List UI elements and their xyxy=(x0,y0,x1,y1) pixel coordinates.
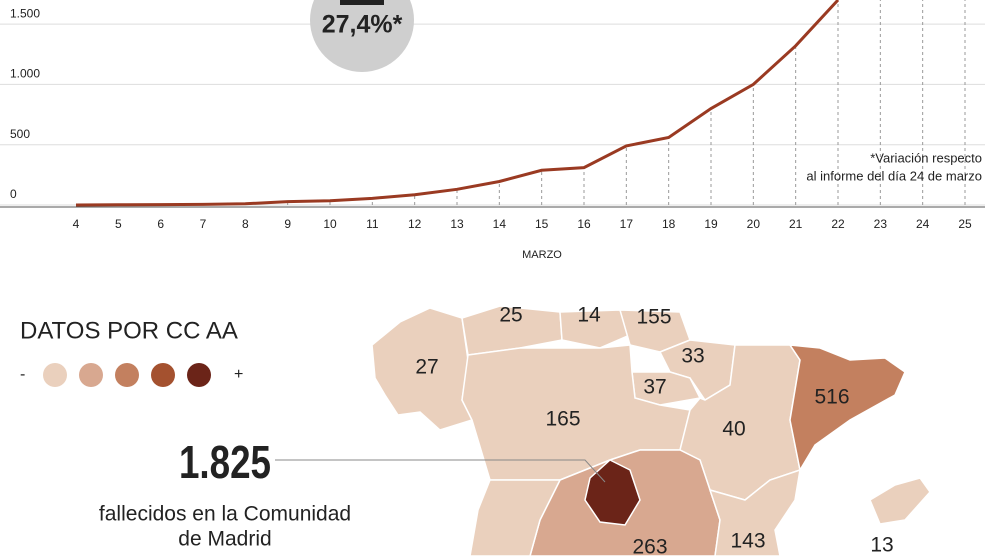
region-shape xyxy=(708,468,801,556)
legend-high: + xyxy=(234,366,243,383)
region-label: 263 xyxy=(632,536,667,556)
legend-swatch xyxy=(115,363,139,387)
x-tick-label: 18 xyxy=(662,217,676,231)
highlight-text: fallecidos en la Comunidad xyxy=(99,503,351,526)
annotation: 27,4%* xyxy=(322,11,403,39)
leader-line xyxy=(275,459,606,483)
legend-low: - xyxy=(20,366,25,383)
region-label: 40 xyxy=(722,418,745,441)
region-label: 165 xyxy=(545,408,580,431)
x-tick-label: 5 xyxy=(115,217,122,231)
extremadura-shape xyxy=(469,479,562,556)
x-tick-label: 21 xyxy=(789,217,803,231)
x-tick-label: 10 xyxy=(323,217,337,231)
x-tick-label: 4 xyxy=(73,217,80,231)
x-tick-label: 16 xyxy=(577,217,591,231)
footnote: al informe del día 24 de marzo xyxy=(806,168,982,183)
region-label: 143 xyxy=(730,530,765,553)
y-tick-label: 0 xyxy=(10,187,17,201)
y-tick-label: 1.000 xyxy=(10,67,40,81)
x-tick-label: 14 xyxy=(493,217,507,231)
map: 27 25 14 155 33 37 165 40 516 263 143 13… xyxy=(20,304,931,556)
series-line xyxy=(75,0,840,207)
region-shape xyxy=(869,477,931,525)
x-tick-label: 25 xyxy=(958,217,972,231)
x-tick-label: 13 xyxy=(450,217,464,231)
x-tick-label: 19 xyxy=(704,217,718,231)
x-axis-label: MARZO xyxy=(522,249,562,261)
x-tick-label: 23 xyxy=(874,217,888,231)
region-label: 155 xyxy=(636,306,671,329)
x-tick-label: 20 xyxy=(747,217,761,231)
x-tick-label: 15 xyxy=(535,217,549,231)
region-label: 13 xyxy=(870,534,893,556)
x-tick-label: 22 xyxy=(831,217,845,231)
region-label: 516 xyxy=(814,386,849,409)
x-tick-label: 11 xyxy=(366,217,379,231)
region-label: 37 xyxy=(643,376,666,399)
highlight-text: de Madrid xyxy=(178,528,271,551)
region-shape xyxy=(559,309,631,349)
x-tick-label: 9 xyxy=(284,217,291,231)
highlight-value: 1.825 xyxy=(179,436,271,488)
legend-swatch xyxy=(79,363,103,387)
region-label: 33 xyxy=(681,345,704,368)
legend-swatch xyxy=(187,363,211,387)
footnote: *Variación respecto xyxy=(870,150,982,165)
legend-swatch xyxy=(151,363,175,387)
madrid-shape xyxy=(584,459,641,526)
region-label: 14 xyxy=(577,304,601,327)
region-label: 25 xyxy=(499,304,522,327)
legend-swatch xyxy=(43,363,67,387)
x-tick-label: 12 xyxy=(408,217,422,231)
annotation-icon xyxy=(340,0,384,5)
annotation-bubble xyxy=(310,0,414,72)
region-shape xyxy=(788,344,906,473)
x-tick-label: 8 xyxy=(242,217,249,231)
y-tick-label: 1.500 xyxy=(10,6,40,20)
x-tick-label: 17 xyxy=(620,217,634,231)
x-tick-label: 6 xyxy=(157,217,164,231)
x-tick-label: 7 xyxy=(200,217,207,231)
x-tick-label: 24 xyxy=(916,217,930,231)
y-tick-label: 500 xyxy=(10,127,30,141)
region-label: 27 xyxy=(415,356,438,379)
legend-title: DATOS POR CC AA xyxy=(20,317,238,344)
